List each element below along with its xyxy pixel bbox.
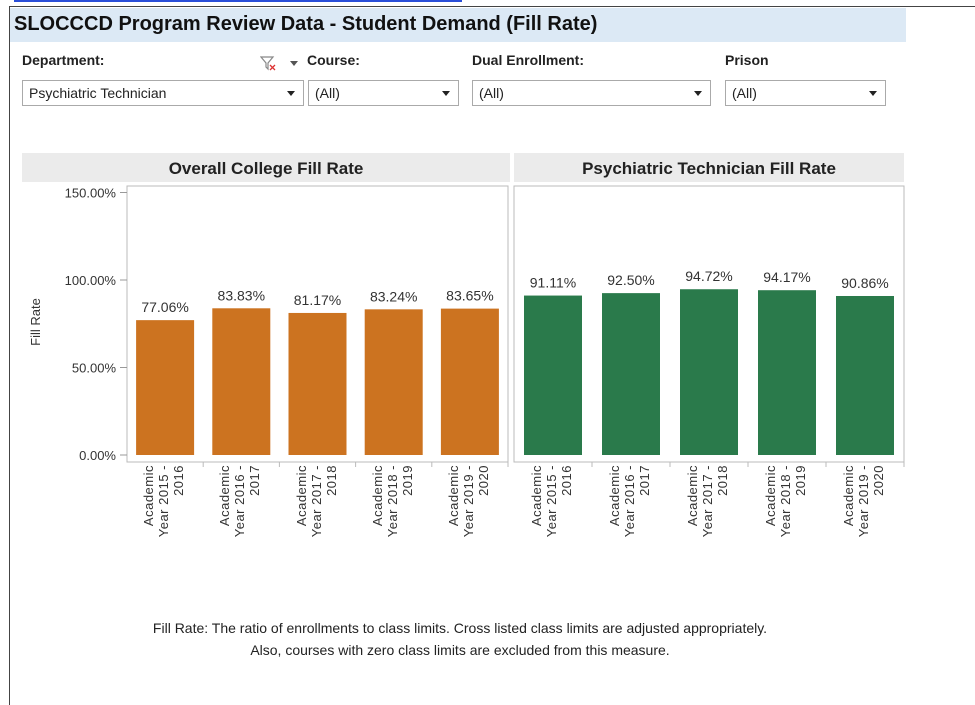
filter-label: Prison bbox=[725, 52, 769, 68]
department-dropdown[interactable]: Psychiatric Technician bbox=[22, 80, 304, 106]
bar bbox=[440, 308, 499, 455]
x-tick-label: Academic Year 2015 - 2016 bbox=[141, 465, 187, 538]
bar bbox=[680, 289, 738, 455]
footnote: Fill Rate: The ratio of enrollments to c… bbox=[152, 620, 768, 636]
prison-dropdown[interactable]: (All) bbox=[725, 80, 886, 106]
x-tick-label: Academic Year 2018 - 2019 bbox=[369, 465, 415, 538]
y-tick-label: 0.00% bbox=[79, 448, 116, 463]
plot-frame bbox=[513, 185, 905, 463]
x-tick-label: Academic Year 2017 - 2018 bbox=[293, 465, 339, 538]
bar-value-label: 83.65% bbox=[446, 288, 493, 304]
bar-value-label: 77.06% bbox=[141, 299, 188, 315]
chart-header bbox=[514, 153, 904, 182]
x-tick-label: Academic Year 2018 - 2019 bbox=[763, 465, 808, 538]
y-tick-label: 100.00% bbox=[65, 273, 117, 288]
bar bbox=[602, 293, 660, 455]
y-tick-label: 50.00% bbox=[72, 361, 117, 376]
x-tick-label: Academic Year 2015 - 2016 bbox=[529, 465, 574, 538]
bar bbox=[288, 312, 347, 455]
course-dropdown[interactable]: (All) bbox=[308, 80, 459, 106]
y-tick-label: 150.00% bbox=[65, 186, 117, 201]
bar bbox=[212, 308, 271, 455]
bar-value-label: 81.17% bbox=[294, 292, 341, 308]
bar-value-label: 91.11% bbox=[530, 275, 576, 291]
x-tick-label: Academic Year 2017 - 2018 bbox=[685, 465, 730, 538]
bar-value-label: 90.86% bbox=[841, 275, 888, 291]
dropdown-value: Psychiatric Technician bbox=[29, 85, 167, 101]
bar-value-label: 94.17% bbox=[763, 269, 810, 285]
x-tick-label: Academic Year 2019 - 2020 bbox=[445, 465, 491, 538]
x-tick-label: Academic Year 2019 - 2020 bbox=[841, 465, 886, 538]
clear-filter-icon[interactable] bbox=[260, 56, 275, 71]
bar-value-label: 92.50% bbox=[607, 272, 654, 288]
bar bbox=[364, 309, 423, 455]
filter-label: Department: bbox=[22, 52, 105, 68]
x-tick-label: Academic Year 2016 - 2017 bbox=[217, 465, 263, 538]
bar-value-label: 83.24% bbox=[370, 288, 417, 304]
dual-enrollment-dropdown[interactable]: (All) bbox=[472, 80, 711, 106]
menu-arrow[interactable] bbox=[290, 61, 298, 66]
filter-label: Course: bbox=[307, 52, 360, 68]
bar bbox=[836, 295, 894, 455]
left-rule bbox=[9, 6, 10, 705]
chart-header bbox=[22, 153, 510, 182]
chart-title: Overall College Fill Rate bbox=[169, 159, 364, 178]
x-tick-label: Academic Year 2016 - 2017 bbox=[607, 465, 652, 538]
bar bbox=[524, 295, 582, 455]
dropdown-value: (All) bbox=[479, 85, 504, 101]
link-underline bbox=[14, 0, 462, 2]
bar-value-label: 94.72% bbox=[685, 268, 732, 284]
bar-value-label: 83.83% bbox=[218, 287, 265, 303]
plot-frame bbox=[126, 185, 509, 463]
title-bar: SLOCCCD Program Review Data - Student De… bbox=[10, 8, 906, 42]
filter-icons[interactable] bbox=[260, 55, 304, 71]
dashboard-title: SLOCCCD Program Review Data - Student De… bbox=[14, 13, 598, 35]
clear-x bbox=[269, 64, 276, 71]
dropdown-value: (All) bbox=[732, 85, 757, 101]
bar bbox=[136, 320, 195, 455]
y-axis-label: Fill Rate bbox=[28, 298, 43, 346]
filter-label: Dual Enrollment: bbox=[472, 52, 585, 68]
dropdown-value: (All) bbox=[315, 85, 340, 101]
footnote: Also, courses with zero class limits are… bbox=[250, 642, 670, 658]
top-rule bbox=[9, 6, 975, 7]
bar bbox=[758, 290, 816, 455]
chart-title: Psychiatric Technician Fill Rate bbox=[582, 159, 836, 178]
